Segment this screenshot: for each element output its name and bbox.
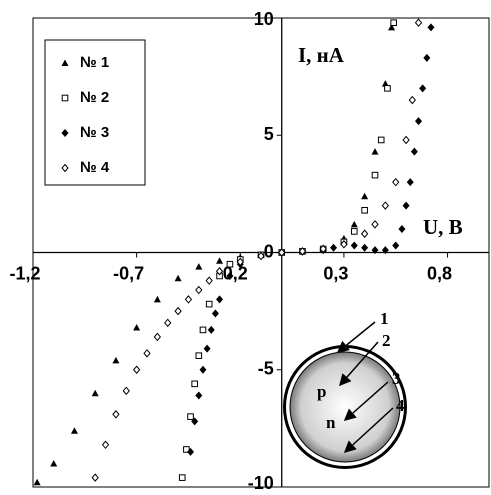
y-tick-label: -5: [258, 359, 274, 379]
legend-label: № 3: [80, 124, 109, 141]
point: [415, 117, 422, 125]
point: [192, 381, 198, 387]
point: [351, 241, 358, 249]
legend-label: № 1: [80, 54, 109, 71]
point: [351, 229, 357, 235]
point: [206, 277, 212, 284]
point: [103, 441, 109, 448]
legend-label: № 2: [80, 89, 109, 106]
point: [378, 137, 384, 143]
legend-marker: [62, 95, 68, 101]
point: [175, 308, 181, 315]
point: [372, 172, 378, 178]
point: [123, 387, 129, 394]
y-tick-label: 5: [264, 124, 274, 144]
point: [50, 460, 57, 467]
point: [411, 148, 418, 156]
point: [112, 357, 119, 364]
point: [391, 20, 397, 26]
point: [165, 319, 171, 326]
inset-label: 3: [392, 369, 401, 388]
point: [372, 221, 378, 228]
point: [154, 296, 161, 303]
point: [407, 178, 414, 186]
point: [144, 350, 150, 357]
point: [398, 225, 405, 233]
point: [216, 257, 223, 264]
inset-label: n: [326, 413, 336, 432]
point: [427, 23, 434, 31]
point: [372, 148, 379, 155]
point: [330, 244, 337, 252]
point: [71, 427, 78, 434]
point: [361, 244, 368, 252]
y-tick-label: 0: [264, 241, 274, 261]
point: [208, 326, 215, 334]
point: [113, 411, 119, 418]
point: [409, 97, 415, 104]
point: [385, 86, 391, 92]
chart: 1 2 3 4 p n I, нА U, В -1,2-0,7-0,20,30,…: [0, 0, 491, 495]
point: [393, 179, 399, 186]
point: [416, 19, 422, 26]
point: [362, 207, 368, 213]
point: [196, 287, 202, 294]
point: [199, 366, 206, 374]
point: [216, 295, 223, 303]
point: [179, 475, 185, 481]
point: [362, 230, 368, 237]
y-axis-label: I, нА: [298, 43, 345, 67]
point: [196, 353, 202, 359]
point: [212, 309, 219, 317]
point: [188, 414, 194, 420]
point: [134, 366, 140, 373]
point: [92, 474, 98, 481]
point: [361, 193, 368, 200]
point: [154, 333, 160, 340]
inset-label: 2: [382, 331, 391, 350]
y-tick-label: 10: [254, 9, 274, 29]
point: [206, 301, 212, 307]
x-tick-label: 0,8: [427, 263, 452, 283]
inset: 1 2 3 4 p n: [283, 309, 407, 469]
point: [204, 345, 211, 353]
inset-label: 1: [380, 309, 389, 328]
inset-core: [290, 352, 400, 462]
point: [195, 392, 202, 400]
point: [419, 84, 426, 92]
point: [195, 263, 202, 270]
point: [133, 324, 140, 331]
point: [392, 241, 399, 249]
point: [403, 136, 409, 143]
x-tick-label: -0,7: [113, 263, 144, 283]
x-axis-label: U, В: [423, 215, 463, 239]
point: [423, 54, 430, 62]
point: [92, 390, 99, 397]
x-tick-label: -1,2: [9, 263, 40, 283]
legend-label: № 4: [80, 159, 110, 176]
point: [185, 296, 191, 303]
point: [403, 202, 410, 210]
point: [351, 221, 358, 228]
y-tick-label: -10: [248, 473, 274, 493]
point: [175, 275, 182, 282]
point: [34, 479, 41, 486]
inset-label: 4: [396, 396, 405, 415]
point: [382, 202, 388, 209]
point: [200, 327, 206, 333]
point: [227, 261, 233, 267]
x-tick-label: 0,3: [323, 263, 348, 283]
inset-label: p: [317, 382, 326, 401]
